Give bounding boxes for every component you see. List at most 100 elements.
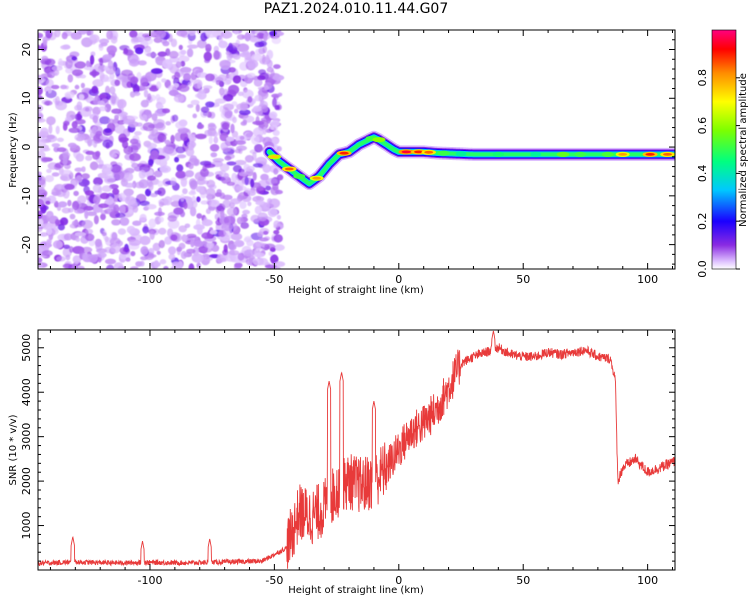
noise-blob <box>81 166 86 173</box>
noise-blob <box>276 214 281 220</box>
noise-blob <box>242 50 250 56</box>
noise-blob <box>210 152 218 158</box>
noise-blob <box>218 170 227 178</box>
noise-blob <box>52 69 60 76</box>
colorbar: 0.0 0.2 0.4 0.6 0.8 Normalized spectral ampl… <box>696 29 749 278</box>
noise-blob <box>272 97 277 108</box>
noise-blob <box>257 86 270 91</box>
noise-blob <box>264 128 273 133</box>
noise-blob <box>111 164 123 175</box>
noise-blob <box>46 168 52 174</box>
noise-blob <box>152 242 161 252</box>
ridge-hotspot <box>492 151 505 157</box>
noise-blob <box>274 261 286 267</box>
noise-blob <box>92 96 101 105</box>
noise-blob <box>263 202 270 211</box>
noise-blob <box>83 66 95 71</box>
noise-blob <box>219 163 230 172</box>
noise-blob <box>84 190 95 196</box>
noise-blob <box>254 41 265 48</box>
noise-blob <box>99 93 107 99</box>
noise-blob <box>54 162 64 169</box>
noise-blob <box>100 213 106 221</box>
noise-blob <box>240 222 249 229</box>
noise-blob <box>134 131 142 136</box>
noise-blob <box>162 40 170 47</box>
noise-blob <box>190 189 196 194</box>
noise-blob <box>238 171 249 177</box>
noise-blob <box>186 196 193 203</box>
noise-blob <box>232 116 237 124</box>
noise-blob <box>158 201 164 207</box>
y-tick-label: 0 <box>20 144 33 151</box>
noise-blob <box>38 171 42 176</box>
noise-blob <box>206 179 216 188</box>
noise-blob <box>71 56 77 61</box>
noise-blob <box>60 44 71 50</box>
noise-blob <box>236 103 248 111</box>
noise-blob <box>158 240 165 249</box>
noise-blob <box>88 30 94 36</box>
noise-blob <box>271 36 281 45</box>
noise-blob <box>200 200 209 205</box>
noise-blob <box>209 144 220 152</box>
noise-blob <box>239 109 251 116</box>
ridge-hotspot-core <box>663 153 672 156</box>
noise-blob <box>60 84 67 90</box>
snr-y-axis-label: SNR (10 * v/v) <box>8 414 19 485</box>
noise-blob <box>170 234 178 241</box>
noise-blob <box>161 108 171 114</box>
noise-blob <box>218 36 223 43</box>
noise-blob <box>71 69 84 77</box>
ridge-hotspot-core <box>414 150 424 154</box>
noise-blob <box>176 164 184 172</box>
noise-blob <box>106 264 115 269</box>
noise-blob <box>56 137 64 142</box>
noise-blob <box>191 200 198 209</box>
noise-blob <box>89 54 95 65</box>
noise-blob <box>101 163 113 172</box>
noise-blob <box>67 74 74 83</box>
page-title: PAZ1.2024.010.11.44.G07 <box>263 1 449 17</box>
noise-blob <box>196 30 202 35</box>
noise-blob <box>158 216 164 223</box>
noise-blob <box>186 248 196 254</box>
noise-blob <box>119 217 130 226</box>
noise-blob <box>113 262 124 269</box>
noise-blob <box>41 55 49 62</box>
y-tick-label: 1000 <box>20 512 33 540</box>
noise-blob <box>51 143 61 148</box>
noise-blob <box>252 120 265 125</box>
noise-blob <box>73 255 80 265</box>
noise-blob <box>99 116 111 125</box>
noise-blob <box>235 140 246 146</box>
y-tick-label: 10 <box>20 91 33 105</box>
noise-blob <box>140 77 149 87</box>
noise-blob <box>142 33 150 38</box>
noise-blob <box>40 127 49 136</box>
noise-blob <box>204 129 213 137</box>
colorbar-label: Normalized spectral amplitude <box>738 73 749 227</box>
noise-blob <box>176 30 188 37</box>
noise-blob <box>110 153 118 158</box>
noise-blob <box>180 49 187 55</box>
noise-blob <box>257 231 264 237</box>
noise-blob <box>157 187 166 197</box>
noise-blob <box>187 104 194 108</box>
noise-blob <box>175 121 186 130</box>
noise-blob <box>204 58 211 64</box>
noise-blob <box>252 105 263 112</box>
noise-blob <box>147 93 152 101</box>
noise-blob <box>75 153 85 162</box>
noise-blob <box>220 209 225 219</box>
noise-blob <box>77 265 85 269</box>
noise-blob <box>60 217 69 226</box>
y-tick-label: -20 <box>20 236 33 254</box>
noise-blob <box>189 206 197 217</box>
noise-blob <box>221 222 234 232</box>
noise-blob <box>181 234 188 243</box>
noise-blob <box>205 73 215 82</box>
noise-blob <box>188 263 195 269</box>
noise-blob <box>180 132 189 142</box>
noise-blob <box>178 44 183 51</box>
